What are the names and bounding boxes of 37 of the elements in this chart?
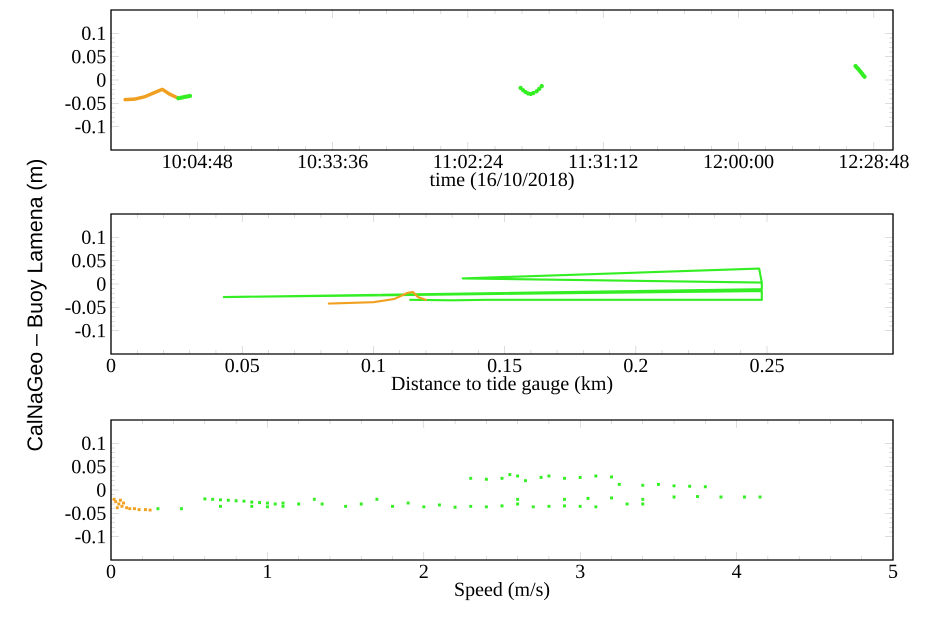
x-axis-title: time (16/10/2018) (430, 172, 574, 190)
x-tick-label: 12:00:00 (704, 154, 774, 168)
x-tick-label: 0.05 (225, 358, 259, 372)
y-tick-label: 0 (97, 73, 106, 87)
y-tick-label: 0.05 (72, 254, 106, 268)
y-tick-label: 0.1 (82, 230, 106, 244)
x-tick-label: 12:28:48 (840, 154, 909, 168)
y-tick-label: -0.05 (65, 96, 106, 110)
y-tick-label: -0.1 (75, 530, 106, 544)
y-tick-label: -0.1 (75, 324, 106, 338)
x-tick-label: 0.25 (750, 358, 784, 372)
y-axis-title: CalNaGeo – Buoy Lamena (m) (26, 160, 47, 450)
x-axis-title: Speed (m/s) (455, 582, 550, 600)
x-tick-label: 3 (576, 564, 584, 578)
x-axis-title: Distance to tide gauge (km) (392, 376, 612, 394)
y-tick-label: 0.1 (82, 26, 106, 40)
x-tick-label: 0.2 (624, 358, 648, 372)
y-tick-label: -0.05 (65, 300, 106, 314)
y-tick-label: 0.05 (72, 460, 106, 474)
x-tick-label: 0.1 (362, 358, 385, 372)
y-tick-label: -0.1 (75, 120, 106, 134)
y-tick-label: 0 (97, 277, 106, 291)
x-tick-label: 0 (106, 564, 116, 578)
x-tick-label: 10:04:48 (163, 154, 232, 168)
x-tick-label: 11:31:12 (570, 154, 638, 168)
x-tick-label: 0.15 (488, 358, 522, 372)
x-tick-label: 4 (732, 564, 742, 578)
x-tick-label: 10:33:36 (298, 154, 368, 168)
y-tick-label: -0.05 (65, 506, 106, 520)
y-tick-label: 0.1 (82, 436, 106, 450)
x-tick-label: 11:02:24 (434, 154, 503, 168)
x-tick-label: 1 (264, 564, 272, 578)
x-tick-label: 5 (889, 564, 898, 578)
y-tick-label: 0 (97, 483, 106, 497)
x-tick-label: 0 (106, 358, 116, 372)
y-tick-label: 0.05 (72, 50, 106, 64)
x-tick-label: 2 (420, 564, 428, 578)
